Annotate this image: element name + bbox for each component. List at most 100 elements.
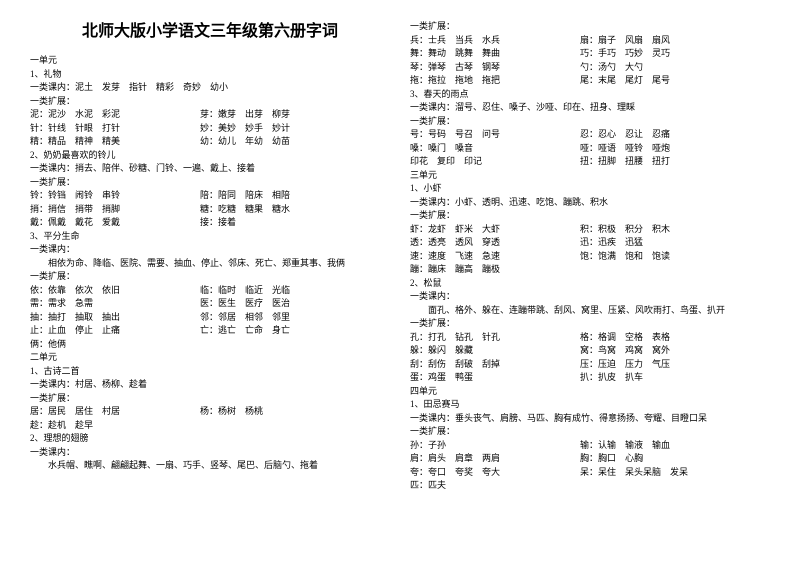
cell: 止：止血 停止 止痛 [30,324,200,338]
cell: 扭：扭脚 扭腰 扭打 [580,155,770,169]
cell: 胸：胸口 心胸 [580,452,770,466]
vocab-row: 孙：子孙输：认输 输液 输血 [410,439,770,453]
vocab-row: 需：需求 急需医：医生 医疗 医治 [30,297,390,311]
cell: 格：格调 空格 表格 [580,331,770,345]
cell: 捎：捎信 捎带 捎脚 [30,203,200,217]
text-line: 匹：匹夫 [410,479,770,493]
doc-title: 北师大版小学语文三年级第六册字词 [30,20,390,44]
text-line: 一类扩展： [410,317,770,331]
unit4-heading: 四单元 [410,385,770,399]
vocab-row: 刮：刮伤 刮破 刮掉压：压迫 压力 气压 [410,358,770,372]
text-line: 一类扩展： [30,392,390,406]
cell: 刮：刮伤 刮破 刮掉 [410,358,580,372]
lesson-title: 2、理想的翅膀 [30,432,390,446]
vocab-row: 虾：龙虾 虾米 大虾积：积极 积分 积木 [410,223,770,237]
vocab-row: 夸：夸口 夸奖 夸大呆：呆住 呆头呆脑 发呆 [410,466,770,480]
lesson-title: 1、古诗二首 [30,365,390,379]
left-column: 北师大版小学语文三年级第六册字词 一单元 1、礼物 一类课内：泥土 发芽 指针 … [30,20,390,493]
vocab-row: 兵：士兵 当兵 水兵扇：扇子 风扇 扇风 [410,34,770,48]
cell: 陪：陪同 陪床 相陪 [200,189,390,203]
text-line: 一类课内：垂头丧气、肩膀、马匹、胸有成竹、得意扬扬、夸耀、目瞪口呆 [410,412,770,426]
cell: 压：压迫 压力 气压 [580,358,770,372]
vocab-row: 依：依靠 依次 依旧临：临时 临近 光临 [30,284,390,298]
cell: 糖：吃糖 糖果 糖水 [200,203,390,217]
vocab-row: 速：速度 飞速 急速饱：饱满 饱和 饱读 [410,250,770,264]
vocab-row: 捎：捎信 捎带 捎脚糖：吃糖 糖果 糖水 [30,203,390,217]
cell: 临：临时 临近 光临 [200,284,390,298]
cell: 亡：逃亡 亡命 身亡 [200,324,390,338]
cell: 饱：饱满 饱和 饱读 [580,250,770,264]
cell: 肩：肩头 肩章 两肩 [410,452,580,466]
cell: 号：号码 号召 问号 [410,128,580,142]
text-line: 一类课内： [30,446,390,460]
lesson-title: 1、小虾 [410,182,770,196]
cell: 舞：舞动 跳舞 舞曲 [410,47,580,61]
lesson-title: 3、春天的雨点 [410,88,770,102]
cell: 输：认输 输液 输血 [580,439,770,453]
lesson-title: 1、礼物 [30,68,390,82]
unit1-heading: 一单元 [30,54,390,68]
text-line: 一类课内：溜号、忍住、嗓子、沙哑、印在、扭身、理睬 [410,101,770,115]
lesson-title: 3、平分生命 [30,230,390,244]
cell: 迅：迅疾 迅猛 [580,236,770,250]
cell: 扒：扒皮 扒车 [580,371,770,385]
cell: 孙：子孙 [410,439,580,453]
cell: 芽：嫩芽 出芽 柳芽 [200,108,390,122]
text-line: 相依为命、降临、医院、需要、抽血、停止、邻床、死亡、郑重其事、我俩 [30,257,390,271]
text-line: 面孔、格外、躲在、连蹦带跳、刮风、窝里、压紧、风吹雨打、鸟蛋、扒开 [410,304,770,318]
cell: 抽：抽打 抽取 抽出 [30,311,200,325]
text-line: 一类扩展： [410,425,770,439]
cell: 兵：士兵 当兵 水兵 [410,34,580,48]
lesson-title: 1、田忌赛马 [410,398,770,412]
cell: 戴：佩戴 戴花 爱戴 [30,216,200,230]
vocab-row: 琴：弹琴 古琴 钢琴勺：汤勺 大勺 [410,61,770,75]
cell: 夸：夸口 夸奖 夸大 [410,466,580,480]
cell: 居：居民 居住 村居 [30,405,200,419]
text-line: 一类课内：村居、杨柳、趁着 [30,378,390,392]
cell: 精：精品 精神 精美 [30,135,200,149]
right-column: 一类扩展： 兵：士兵 当兵 水兵扇：扇子 风扇 扇风 舞：舞动 跳舞 舞曲巧：手… [410,20,770,493]
cell: 需：需求 急需 [30,297,200,311]
vocab-row: 针：针线 针眼 打针妙：美妙 妙手 妙计 [30,122,390,136]
cell: 拖：拖拉 拖地 拖把 [410,74,580,88]
vocab-row: 印花 复印 印记扭：扭脚 扭腰 扭打 [410,155,770,169]
vocab-row: 嗓：嗓门 嗓音哑：哑语 哑铃 哑炮 [410,142,770,156]
cell: 邻：邻居 相邻 邻里 [200,311,390,325]
vocab-row: 止：止血 停止 止痛亡：逃亡 亡命 身亡 [30,324,390,338]
vocab-row: 戴：佩戴 戴花 爱戴接：接着 [30,216,390,230]
lesson-title: 2、奶奶最喜欢的铃儿 [30,149,390,163]
text-line: 一类扩展： [30,95,390,109]
vocab-row: 蛋：鸡蛋 鸭蛋扒：扒皮 扒车 [410,371,770,385]
cell: 透：透亮 透风 穿透 [410,236,580,250]
text-line: 一类课内：小虾、透明、迅速、吃饱、蹦跳、积水 [410,196,770,210]
cell: 躲：躲闪 躲藏 [410,344,580,358]
cell: 泥：泥沙 水泥 彩泥 [30,108,200,122]
lesson-title: 2、松鼠 [410,277,770,291]
cell: 速：速度 飞速 急速 [410,250,580,264]
cell: 针：针线 针眼 打针 [30,122,200,136]
cell: 窝：鸟窝 鸡窝 窝外 [580,344,770,358]
cell: 嗓：嗓门 嗓音 [410,142,580,156]
cell: 杨：杨树 杨桃 [200,405,390,419]
cell: 医：医生 医疗 医治 [200,297,390,311]
text-line: 一类扩展： [30,176,390,190]
cell: 蛋：鸡蛋 鸭蛋 [410,371,580,385]
vocab-row: 舞：舞动 跳舞 舞曲巧：手巧 巧妙 灵巧 [410,47,770,61]
vocab-row: 精：精品 精神 精美幼：幼儿 年幼 幼苗 [30,135,390,149]
text-line: 一类课内：捎去、陪伴、砂糖、门铃、一遍、戴上、接着 [30,162,390,176]
cell: 幼：幼儿 年幼 幼苗 [200,135,390,149]
text-line: 一类扩展： [410,115,770,129]
cell: 妙：美妙 妙手 妙计 [200,122,390,136]
text-line: 趁：趁机 趁早 [30,419,390,433]
cell: 虾：龙虾 虾米 大虾 [410,223,580,237]
cell: 孔：打孔 钻孔 针孔 [410,331,580,345]
vocab-row: 抽：抽打 抽取 抽出邻：邻居 相邻 邻里 [30,311,390,325]
vocab-row: 透：透亮 透风 穿透迅：迅疾 迅猛 [410,236,770,250]
text-line: 俩：他俩 [30,338,390,352]
vocab-row: 躲：躲闪 躲藏窝：鸟窝 鸡窝 窝外 [410,344,770,358]
text-line: 一类课内：泥土 发芽 指针 精彩 奇妙 幼小 [30,81,390,95]
cell: 哑：哑语 哑铃 哑炮 [580,142,770,156]
cell: 接：接着 [200,216,390,230]
cell: 巧：手巧 巧妙 灵巧 [580,47,770,61]
text-line: 一类扩展： [410,209,770,223]
